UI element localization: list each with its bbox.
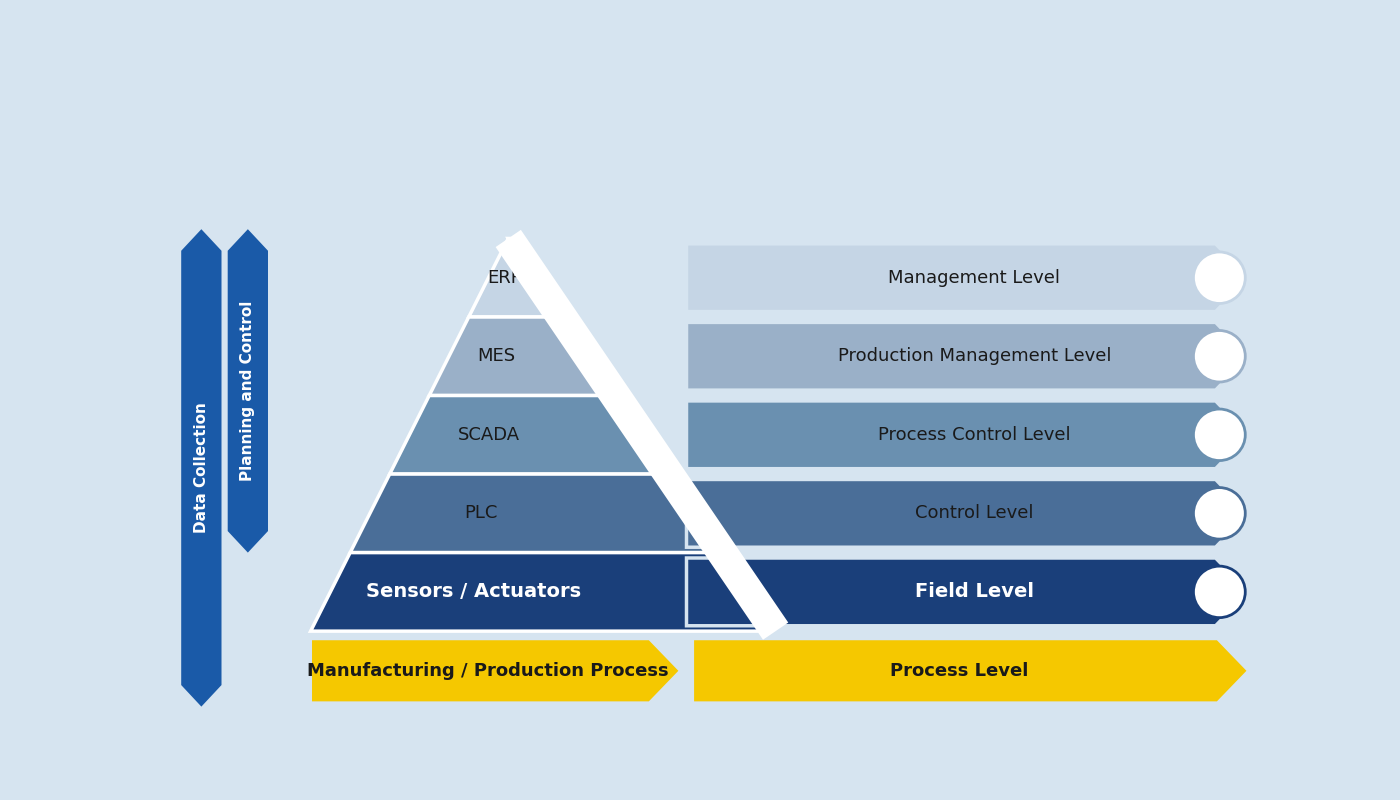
Text: Control Level: Control Level — [916, 504, 1033, 522]
Text: Process Level: Process Level — [890, 662, 1028, 680]
Text: Data Collection: Data Collection — [193, 402, 209, 534]
Text: MES: MES — [477, 347, 515, 366]
Polygon shape — [350, 474, 713, 553]
Polygon shape — [686, 244, 1249, 311]
Text: Process Control Level: Process Control Level — [878, 426, 1071, 444]
Circle shape — [1193, 409, 1245, 461]
Circle shape — [1193, 252, 1245, 303]
Circle shape — [1193, 330, 1245, 382]
Polygon shape — [686, 322, 1249, 390]
Text: Sensors / Actuators: Sensors / Actuators — [365, 582, 581, 602]
Text: Field Level: Field Level — [914, 582, 1033, 602]
Text: Management Level: Management Level — [889, 269, 1060, 286]
Text: Planning and Control: Planning and Control — [241, 301, 255, 481]
Polygon shape — [389, 395, 662, 474]
Polygon shape — [469, 238, 560, 317]
Polygon shape — [228, 230, 267, 553]
Polygon shape — [311, 553, 764, 631]
Polygon shape — [693, 639, 1249, 702]
Polygon shape — [686, 479, 1249, 547]
Polygon shape — [181, 230, 221, 706]
Polygon shape — [430, 317, 610, 395]
Polygon shape — [686, 401, 1249, 469]
Text: SCADA: SCADA — [458, 426, 519, 444]
Text: PLC: PLC — [465, 504, 497, 522]
Circle shape — [1193, 566, 1245, 618]
Circle shape — [1193, 487, 1245, 539]
Polygon shape — [311, 639, 680, 702]
Text: Production Management Level: Production Management Level — [837, 347, 1112, 366]
Text: Manufacturing / Production Process: Manufacturing / Production Process — [307, 662, 669, 680]
Polygon shape — [686, 558, 1249, 626]
Text: ERP: ERP — [487, 269, 522, 286]
